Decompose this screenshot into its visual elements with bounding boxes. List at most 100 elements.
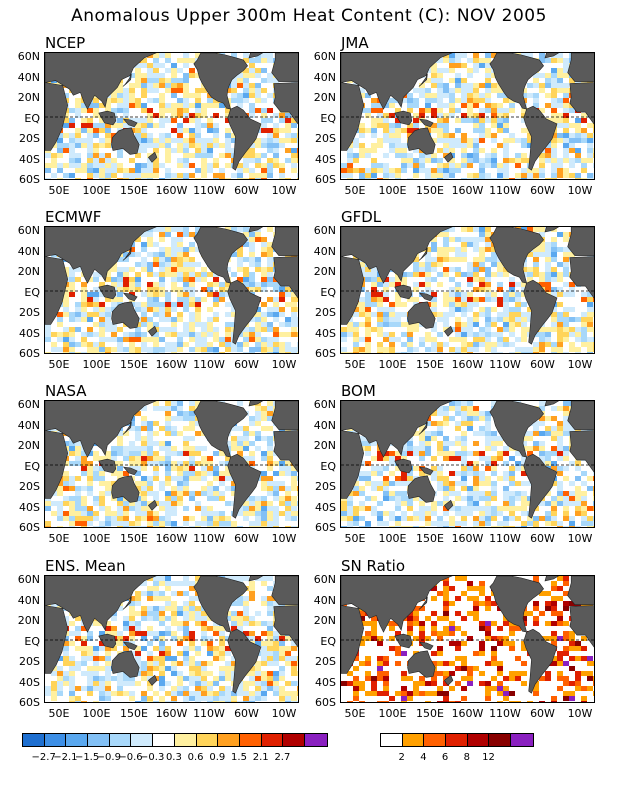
anomaly-cell: [255, 312, 261, 317]
anomaly-cell: [395, 506, 401, 511]
anomaly-cell: [371, 173, 377, 178]
anomaly-cell: [225, 128, 231, 133]
anomaly-cell: [291, 476, 297, 481]
anomaly-cell: [347, 526, 353, 527]
anomaly-cell: [473, 88, 479, 93]
lon-tick-label: 110W: [193, 358, 225, 371]
anomaly-cell: [491, 148, 497, 153]
anomaly-cell: [431, 113, 437, 118]
anomaly-cell: [279, 486, 285, 491]
anomaly-cell: [177, 297, 183, 302]
anomaly-cell: [255, 431, 261, 436]
anomaly-cell: [431, 456, 437, 461]
anomaly-cell: [243, 272, 249, 277]
anomaly-cell: [51, 153, 57, 158]
anomaly-cell: [557, 421, 563, 426]
anomaly-cell: [261, 411, 267, 416]
anomaly-cell: [273, 78, 279, 83]
anomaly-cell: [237, 277, 243, 282]
anomaly-cell: [213, 302, 219, 307]
anomaly-cell: [195, 227, 201, 232]
anomaly-cell: [479, 337, 485, 342]
anomaly-cell: [467, 73, 473, 78]
anomaly-cell: [243, 601, 249, 606]
anomaly-cell: [521, 118, 527, 123]
anomaly-cell: [569, 307, 575, 312]
anomaly-cell: [165, 476, 171, 481]
anomaly-cell: [291, 317, 297, 322]
anomaly-cell: [171, 461, 177, 466]
anomaly-cell: [75, 506, 81, 511]
anomaly-cell: [587, 476, 593, 481]
anomaly-cell: [449, 158, 455, 163]
anomaly-cell: [509, 103, 515, 108]
anomaly-cell: [503, 148, 509, 153]
anomaly-cell: [243, 596, 249, 601]
lat-tick-label: 20S: [19, 480, 40, 493]
anomaly-cell: [93, 342, 99, 347]
anomaly-cell: [533, 421, 539, 426]
anomaly-cell: [389, 312, 395, 317]
anomaly-cell: [395, 516, 401, 521]
anomaly-cell: [147, 292, 153, 297]
anomaly-cell: [437, 431, 443, 436]
anomaly-cell: [189, 312, 195, 317]
anomaly-cell: [557, 138, 563, 143]
anomaly-cell: [563, 237, 569, 242]
anomaly-cell: [141, 481, 147, 486]
anomaly-cell: [75, 312, 81, 317]
anomaly-cell: [135, 123, 141, 128]
anomaly-cell: [437, 58, 443, 63]
anomaly-cell: [165, 401, 171, 406]
anomaly-cell: [231, 426, 237, 431]
anomaly-cell: [279, 322, 285, 327]
anomaly-cell: [509, 292, 515, 297]
anomaly-cell: [443, 123, 449, 128]
anomaly-cell: [165, 262, 171, 267]
anomaly-cell: [165, 431, 171, 436]
anomaly-cell: [147, 272, 153, 277]
anomaly-cell: [401, 471, 407, 476]
anomaly-cell: [461, 401, 467, 406]
anomaly-cell: [153, 342, 159, 347]
anomaly-cell: [569, 163, 575, 168]
anomaly-cell: [377, 297, 383, 302]
anomaly-cell: [237, 168, 243, 173]
anomaly-cell: [551, 58, 557, 63]
anomaly-cell: [365, 173, 371, 178]
anomaly-cell: [189, 411, 195, 416]
anomaly-cell: [123, 337, 129, 342]
anomaly-cell: [147, 591, 153, 596]
anomaly-cell: [431, 476, 437, 481]
anomaly-cell: [359, 302, 365, 307]
anomaly-cell: [431, 93, 437, 98]
anomaly-cell: [261, 426, 267, 431]
anomaly-cell: [443, 297, 449, 302]
anomaly-cell: [177, 272, 183, 277]
anomaly-cell: [249, 431, 255, 436]
anomaly-cell: [563, 406, 569, 411]
anomaly-cell: [279, 163, 285, 168]
anomaly-cell: [443, 148, 449, 153]
anomaly-cell: [273, 133, 279, 138]
anomaly-cell: [419, 456, 425, 461]
anomaly-cell: [261, 53, 267, 58]
anomaly-cell: [551, 461, 557, 466]
anomaly-cell: [93, 272, 99, 277]
anomaly-cell: [479, 481, 485, 486]
anomaly-cell: [395, 491, 401, 496]
anomaly-cell: [509, 297, 515, 302]
anomaly-cell: [153, 476, 159, 481]
anomaly-cell: [57, 143, 63, 148]
anomaly-cell: [581, 496, 587, 501]
anomaly-cell: [383, 282, 389, 287]
anomaly-cell: [159, 83, 165, 88]
anomaly-cell: [545, 327, 551, 332]
anomaly-cell: [297, 153, 298, 158]
anomaly-cell: [219, 342, 225, 347]
anomaly-cell: [261, 312, 267, 317]
anomaly-cell: [231, 521, 237, 526]
anomaly-cell: [291, 168, 297, 173]
anomaly-cell: [291, 153, 297, 158]
anomaly-cell: [521, 168, 527, 173]
